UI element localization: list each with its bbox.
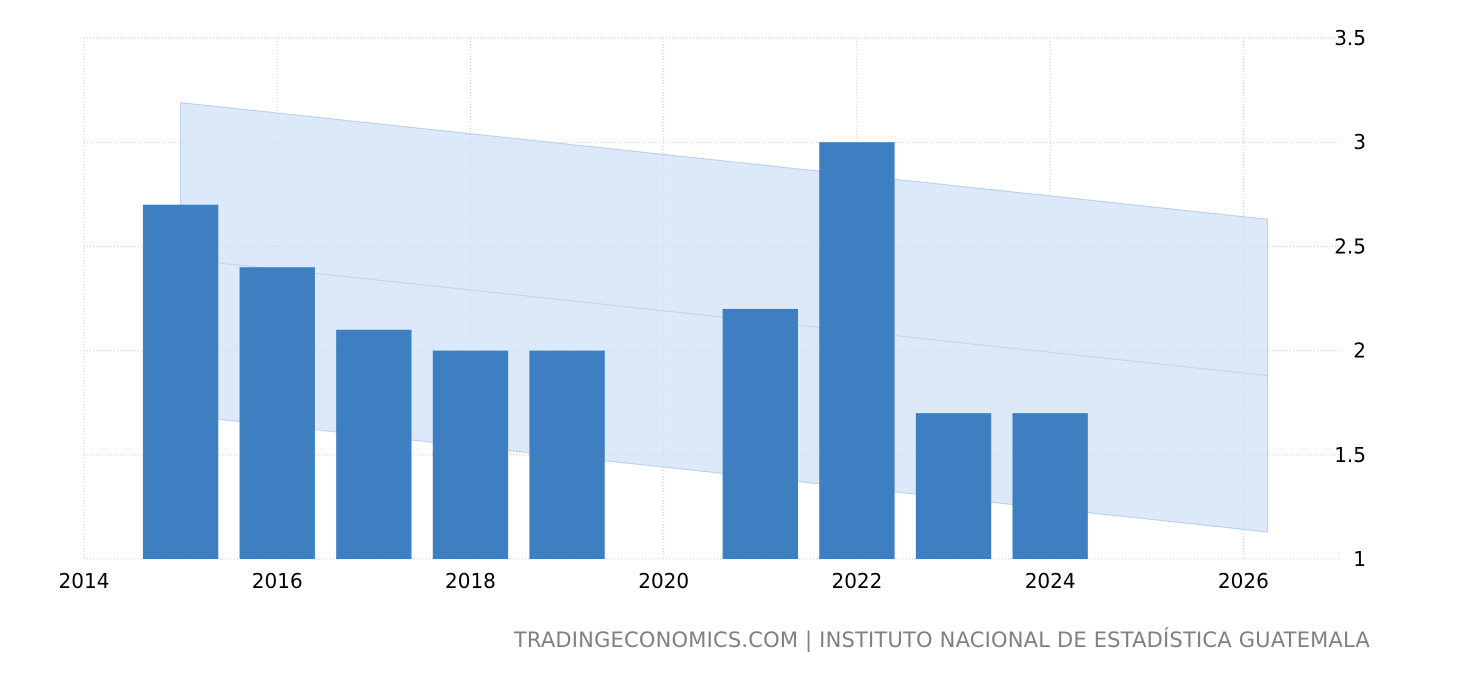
x-tick-label: 2014: [59, 569, 110, 593]
x-tick-label: 2016: [252, 569, 303, 593]
bar-2018: [432, 350, 509, 559]
bar-2015: [142, 204, 219, 559]
y-axis-ticks: 1 1.5 2 2.5 3 3.5: [1334, 26, 1366, 571]
bars: [142, 142, 1088, 559]
x-tick-label: 2026: [1218, 569, 1269, 593]
source-attribution: TRADINGECONOMICS.COM | INSTITUTO NACIONA…: [513, 628, 1370, 652]
bar-2024: [1012, 413, 1088, 559]
y-tick-label: 2.5: [1334, 234, 1366, 258]
y-tick-label: 1: [1353, 547, 1366, 571]
bar-2016: [239, 267, 315, 559]
y-tick-label: 3: [1353, 130, 1366, 154]
bar-2017: [336, 329, 412, 559]
bar-2021: [722, 308, 798, 559]
y-tick-label: 1.5: [1334, 443, 1366, 467]
x-axis-ticks: 2014 2016 2018 2020 2022 2024 2026: [59, 569, 1269, 593]
x-tick-label: 2022: [831, 569, 882, 593]
bar-2022: [819, 142, 895, 559]
x-tick-label: 2018: [445, 569, 496, 593]
x-tick-label: 2024: [1025, 569, 1076, 593]
bar-2019: [529, 350, 605, 559]
y-tick-label: 2: [1353, 339, 1366, 363]
y-tick-label: 3.5: [1334, 26, 1366, 50]
bar-2023: [915, 413, 992, 559]
x-tick-label: 2020: [638, 569, 689, 593]
